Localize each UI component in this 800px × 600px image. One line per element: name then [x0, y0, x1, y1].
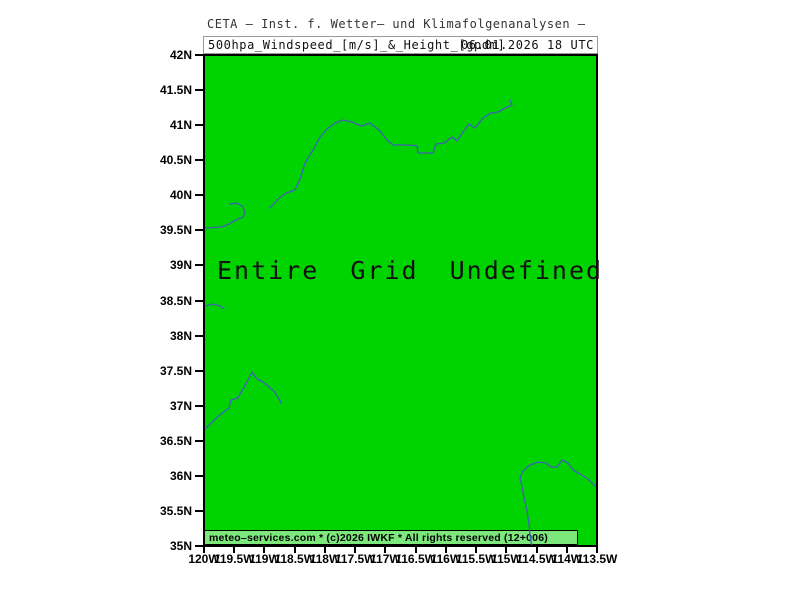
y-axis-label: 37.5N	[159, 363, 192, 378]
y-axis-label: 42N	[169, 48, 192, 62]
x-axis-label: 115W	[490, 552, 522, 566]
valid-time-label: 06.01.2026 18 UTC	[460, 38, 594, 52]
x-axis-tick	[414, 547, 417, 553]
y-axis-tick	[195, 54, 204, 56]
y-axis-label: 40N	[169, 188, 192, 203]
x-axis-label: 113.5W	[576, 552, 618, 566]
map-boundary-line	[205, 371, 282, 430]
x-axis-tick	[263, 547, 266, 553]
y-axis-label: 36N	[169, 468, 192, 483]
parameter-label: 500hpa_Windspeed_[m/s]_&_Height_[gpdm]	[208, 38, 506, 52]
y-axis-tick	[195, 474, 204, 477]
y-axis-tick	[195, 439, 204, 442]
grid-undefined-message: Entire Grid Undefined	[217, 256, 604, 285]
x-axis-tick	[565, 547, 568, 553]
y-axis-tick	[195, 369, 204, 372]
copyright-bar: meteo–services.com * (c)2026 IWKF * All …	[204, 530, 578, 545]
map-boundary-line	[205, 202, 246, 229]
y-axis-label: 41N	[169, 118, 192, 133]
y-axis-tick	[195, 404, 204, 407]
y-axis-label: 36.5N	[159, 433, 192, 448]
y-axis-label: 40.5N	[159, 153, 192, 168]
x-axis-tick	[535, 547, 538, 553]
x-axis-label: 114W	[551, 552, 583, 566]
y-axis-label: 39.5N	[159, 223, 192, 238]
y-axis-tick	[195, 509, 204, 512]
y-axis-tick	[195, 299, 204, 302]
y-axis-label: 41.5N	[159, 83, 192, 98]
y-axis-tick	[195, 264, 204, 267]
y-axis-tick	[195, 194, 204, 197]
x-axis-label: 120W	[188, 552, 220, 566]
map-boundary-line	[269, 99, 513, 209]
x-axis-tick	[323, 547, 326, 553]
x-axis-tick	[475, 547, 478, 553]
y-axis-tick	[195, 159, 204, 162]
chart-title: CETA – Inst. f. Wetter– und Klimafolgena…	[207, 17, 586, 31]
x-axis-label: 114.5W	[516, 552, 557, 566]
y-axis-tick	[195, 229, 204, 232]
x-axis-tick	[203, 547, 205, 553]
y-axis-label: 38.5N	[159, 293, 192, 308]
x-axis-tick	[444, 547, 447, 553]
y-axis-label: 38N	[169, 328, 192, 343]
x-axis-label: 119W	[249, 552, 280, 566]
map-boundaries-svg	[205, 99, 596, 545]
x-axis-label: 117W	[370, 552, 401, 566]
parameter-title-box: 500hpa_Windspeed_[m/s]_&_Height_[gpdm] 0…	[203, 36, 598, 54]
y-axis-label: 37N	[169, 398, 192, 413]
x-axis-label: 119.5W	[213, 552, 255, 566]
x-axis-tick	[596, 547, 598, 553]
x-axis-label: 118.5W	[274, 552, 316, 566]
x-axis-tick	[505, 547, 508, 553]
map-boundary-line	[205, 303, 225, 310]
copyright-text: meteo–services.com * (c)2026 IWKF * All …	[209, 532, 548, 544]
x-axis-label: 118W	[309, 552, 341, 566]
x-axis-label: 117.5W	[334, 552, 376, 566]
x-axis-label: 115.5W	[455, 552, 497, 566]
map-area: meteo–services.com * (c)2026 IWKF * All …	[203, 54, 601, 547]
y-axis-tick	[195, 124, 204, 127]
y-axis-tick	[195, 89, 204, 92]
x-axis-label: 116W	[430, 552, 462, 566]
x-axis-tick	[233, 547, 236, 553]
x-axis-tick	[354, 547, 357, 553]
y-axis-label: 35N	[169, 539, 192, 553]
x-axis-label: 116.5W	[395, 552, 436, 566]
y-axis-label: 39N	[169, 258, 192, 273]
y-axis-label: 35.5N	[159, 503, 192, 518]
x-axis-tick	[293, 547, 296, 553]
x-axis-tick	[384, 547, 387, 553]
y-axis-tick	[195, 334, 204, 337]
y-axis-tick	[195, 545, 204, 547]
